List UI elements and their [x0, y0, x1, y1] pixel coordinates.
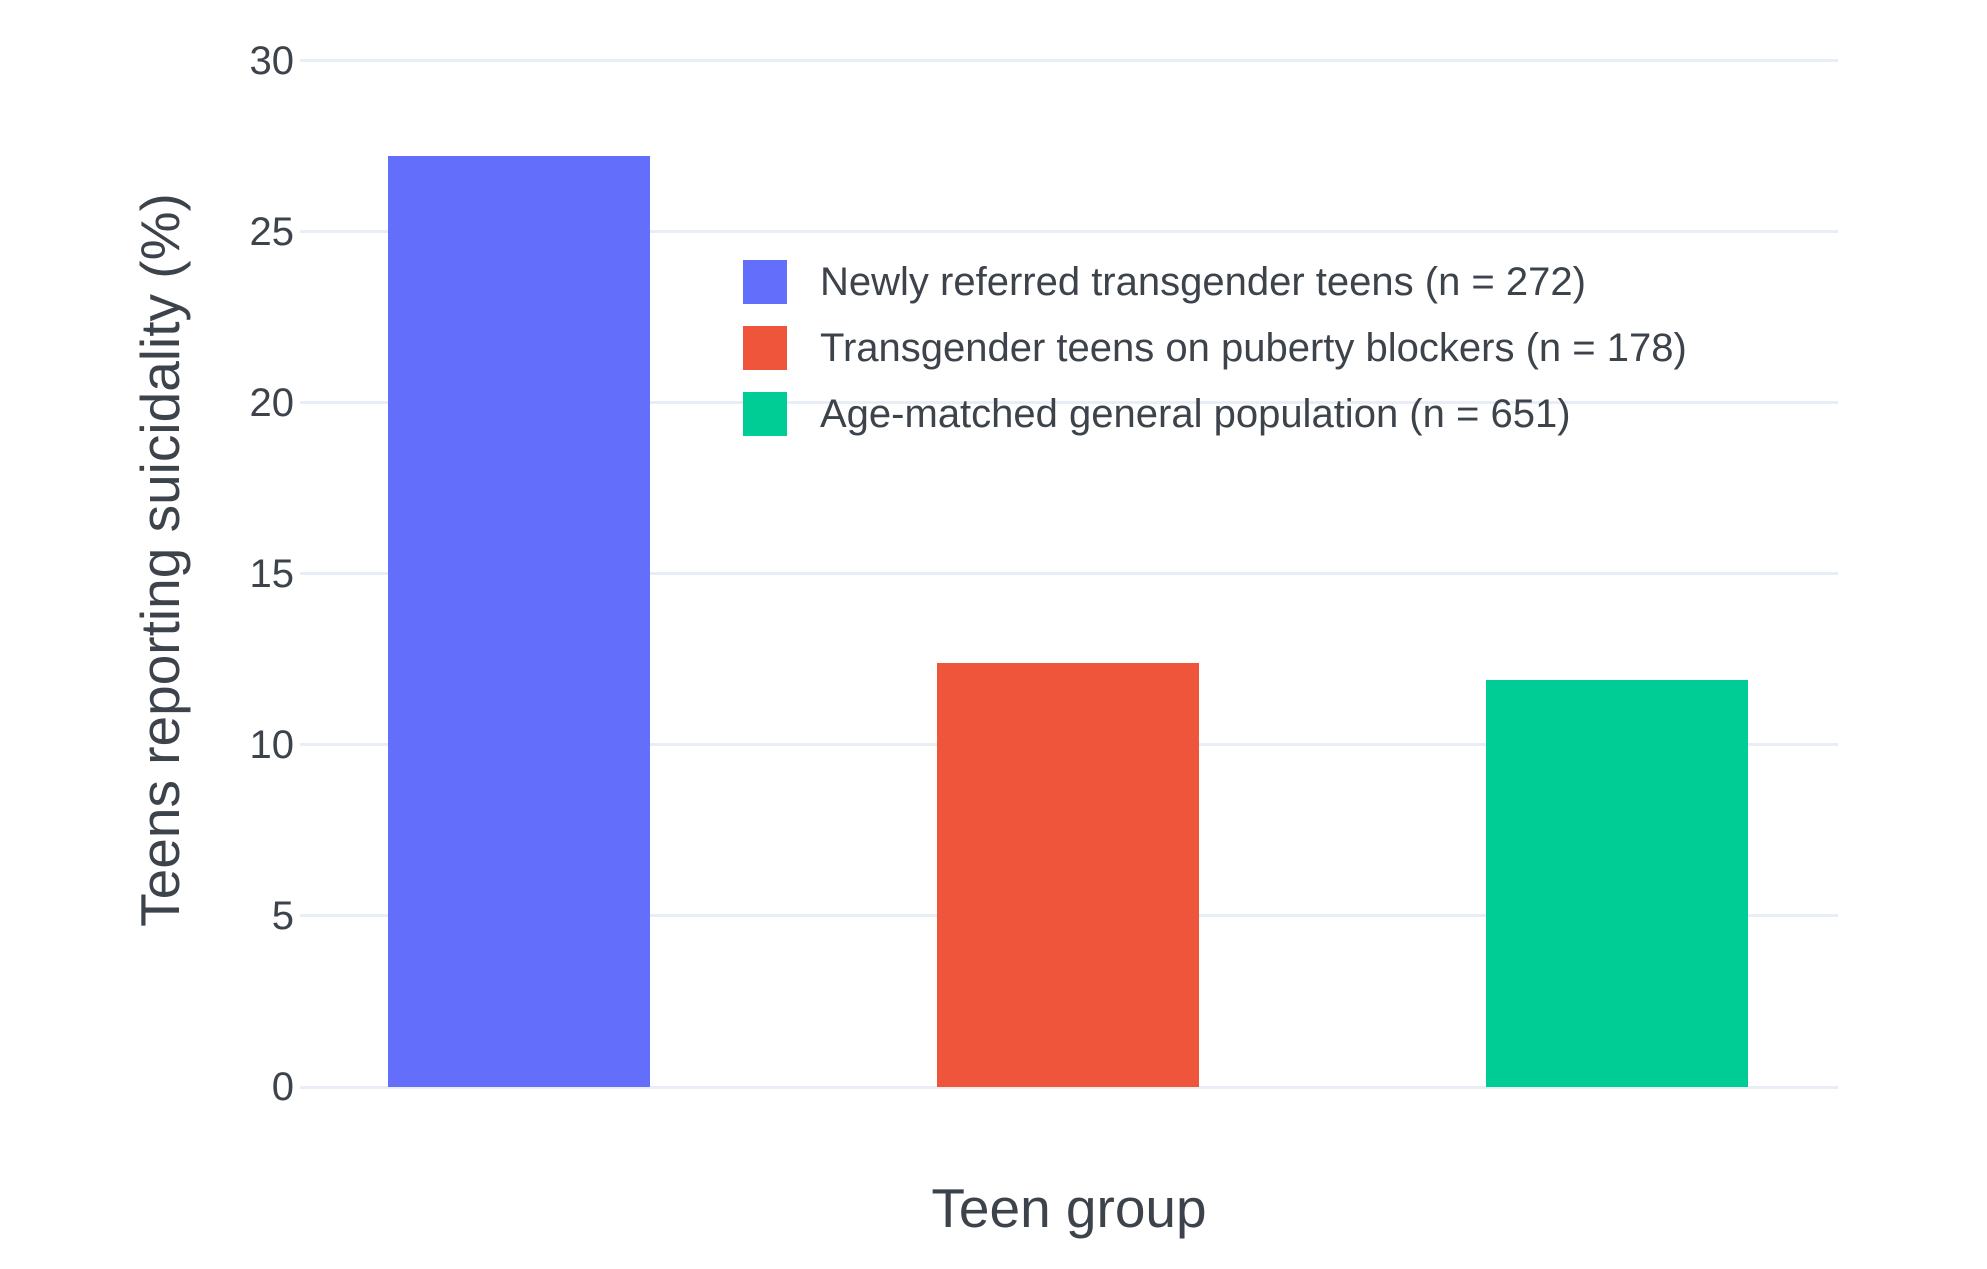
- y-tick-label-5: 5: [271, 893, 294, 938]
- gridline-y-25: [300, 230, 1838, 234]
- y-tick-label-15: 15: [249, 551, 295, 596]
- y-tick-label-30: 30: [249, 38, 295, 83]
- gridline-y-15: [300, 572, 1838, 576]
- bar-0-newly-referred[interactable]: [388, 156, 650, 1087]
- y-tick-label-20: 20: [249, 380, 295, 425]
- legend-item-label: Newly referred transgender teens (n = 27…: [820, 259, 1586, 304]
- legend-swatch-icon: [743, 326, 787, 370]
- y-tick-label-25: 25: [249, 209, 295, 254]
- bar-2-age-matched-general[interactable]: [1485, 679, 1748, 1087]
- legend-swatch-icon: [743, 392, 787, 436]
- bar-1-transgender-teens[interactable]: [936, 662, 1199, 1087]
- legend-swatch-icon: [743, 260, 787, 304]
- x-axis-title: Teen group: [931, 1177, 1207, 1239]
- legend-item-general-population[interactable]: Age-matched general population (n = 651): [743, 381, 1687, 447]
- gridline-y-30: [300, 59, 1838, 63]
- gridline-y-0: [300, 1085, 1838, 1089]
- plot-area: [300, 40, 1838, 1089]
- legend: Newly referred transgender teens (n = 27…: [743, 249, 1687, 447]
- gridline-y-20: [300, 401, 1838, 405]
- y-tick-label-10: 10: [249, 722, 295, 767]
- y-tick-label-0: 0: [271, 1065, 294, 1109]
- legend-item-label: Transgender teens on puberty blockers (n…: [820, 325, 1687, 370]
- legend-item-label: Age-matched general population (n = 651): [820, 391, 1571, 436]
- legend-item-newly-referred[interactable]: Newly referred transgender teens (n = 27…: [743, 249, 1687, 315]
- legend-item-puberty-blockers[interactable]: Transgender teens on puberty blockers (n…: [743, 315, 1687, 381]
